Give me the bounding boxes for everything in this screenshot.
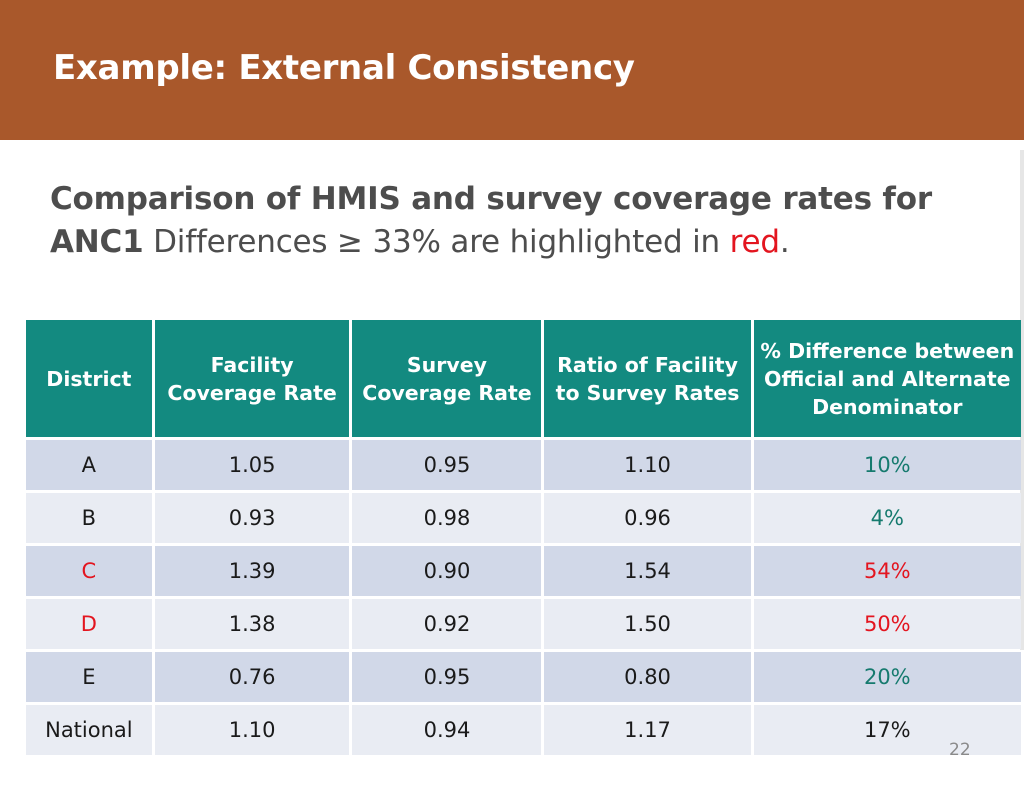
survey-cell: 0.92 xyxy=(352,599,542,649)
difference-cell: 10% xyxy=(753,440,1021,490)
survey-cell: 0.95 xyxy=(352,440,542,490)
subtitle-period: . xyxy=(779,224,790,260)
district-cell: D xyxy=(26,599,152,649)
district-cell: E xyxy=(26,652,152,702)
facility-cell: 1.39 xyxy=(154,546,350,596)
survey-cell: 0.90 xyxy=(352,546,542,596)
header-percent-difference: % Difference between Official and Altern… xyxy=(753,320,1021,437)
survey-cell: 0.95 xyxy=(352,652,542,702)
survey-cell: 0.94 xyxy=(352,705,542,755)
difference-cell: 4% xyxy=(753,493,1021,543)
header-ratio: Ratio of Facility to Survey Rates xyxy=(544,320,751,437)
header-survey-rate: Survey Coverage Rate xyxy=(352,320,542,437)
slide-title: Example: External Consistency xyxy=(53,48,635,88)
coverage-table: District Facility Coverage Rate Survey C… xyxy=(23,317,1024,758)
district-cell: National xyxy=(26,705,152,755)
survey-cell: 0.98 xyxy=(352,493,542,543)
difference-cell: 50% xyxy=(753,599,1021,649)
title-bar: Example: External Consistency xyxy=(0,0,1024,140)
slide-subtitle: Comparison of HMIS and survey coverage r… xyxy=(50,178,980,264)
ratio-cell: 1.50 xyxy=(544,599,751,649)
ratio-cell: 1.10 xyxy=(544,440,751,490)
difference-cell: 17% xyxy=(753,705,1021,755)
table-header-row: District Facility Coverage Rate Survey C… xyxy=(26,320,1021,437)
table-row: B 0.93 0.98 0.96 4% xyxy=(26,493,1021,543)
table-row: C 1.39 0.90 1.54 54% xyxy=(26,546,1021,596)
header-facility-rate: Facility Coverage Rate xyxy=(154,320,350,437)
table-row: A 1.05 0.95 1.10 10% xyxy=(26,440,1021,490)
facility-cell: 1.10 xyxy=(154,705,350,755)
subtitle-bold-text: Comparison of HMIS and survey coverage r… xyxy=(50,181,932,260)
facility-cell: 0.76 xyxy=(154,652,350,702)
facility-cell: 0.93 xyxy=(154,493,350,543)
district-cell: A xyxy=(26,440,152,490)
difference-cell: 20% xyxy=(753,652,1021,702)
district-cell: C xyxy=(26,546,152,596)
subtitle-red-word: red xyxy=(729,224,780,260)
table-row: D 1.38 0.92 1.50 50% xyxy=(26,599,1021,649)
table-row: E 0.76 0.95 0.80 20% xyxy=(26,652,1021,702)
ratio-cell: 0.80 xyxy=(544,652,751,702)
district-cell: B xyxy=(26,493,152,543)
ratio-cell: 1.17 xyxy=(544,705,751,755)
header-district: District xyxy=(26,320,152,437)
table-row: National 1.10 0.94 1.17 17% xyxy=(26,705,1021,755)
edge-strip xyxy=(1020,150,1024,650)
facility-cell: 1.05 xyxy=(154,440,350,490)
subtitle-text: Differences ≥ 33% are highlighted in xyxy=(143,224,730,260)
difference-cell: 54% xyxy=(753,546,1021,596)
ratio-cell: 1.54 xyxy=(544,546,751,596)
facility-cell: 1.38 xyxy=(154,599,350,649)
page-number: 22 xyxy=(949,740,971,760)
ratio-cell: 0.96 xyxy=(544,493,751,543)
